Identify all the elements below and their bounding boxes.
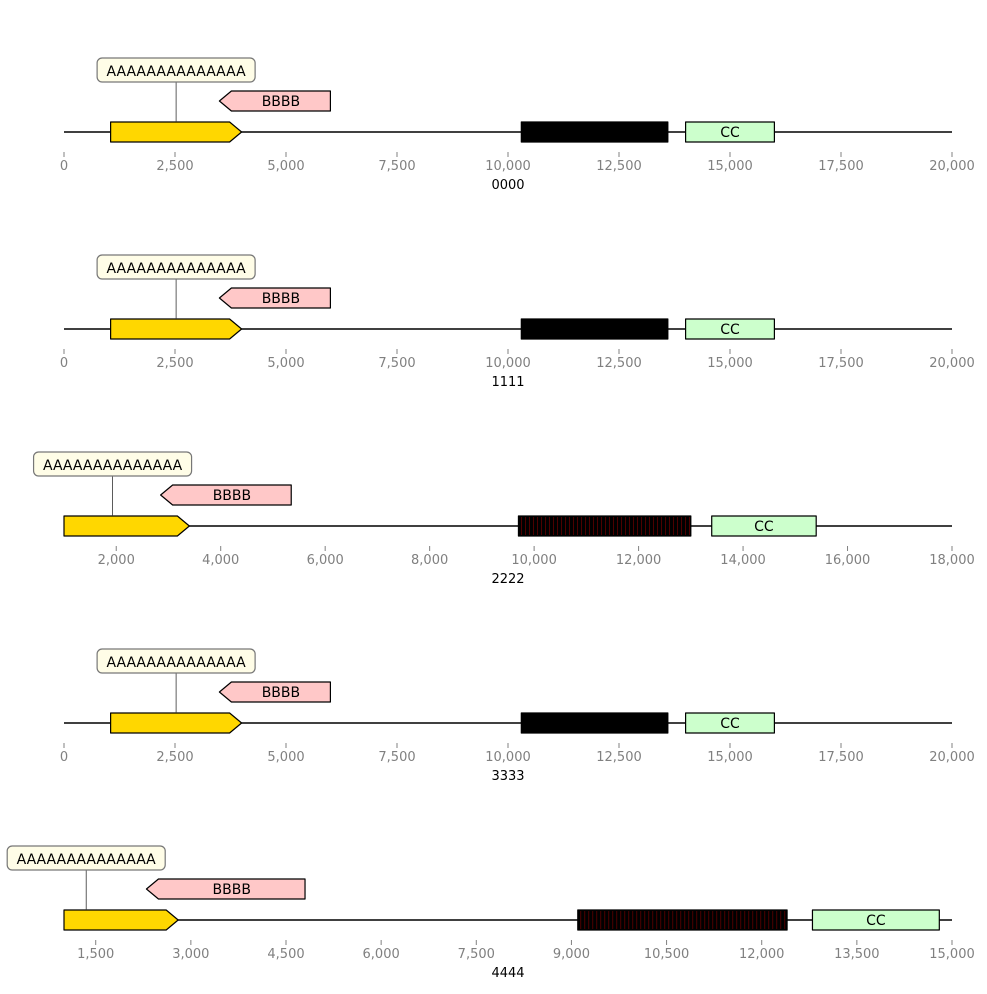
axis-tick-label: 14,000 xyxy=(720,553,766,568)
axis-tick-label: 4,500 xyxy=(267,947,304,962)
axis-tick-label: 3,000 xyxy=(172,947,209,962)
annotation-label: AAAAAAAAAAAAAA xyxy=(107,261,247,277)
axis-tick-label: 12,500 xyxy=(596,356,642,371)
axis-tick-label: 20,000 xyxy=(929,356,975,371)
feature-label: CC xyxy=(720,716,740,732)
axis-tick-label: 6,000 xyxy=(363,947,400,962)
feature-bbbb xyxy=(145,878,306,900)
annotation-label: AAAAAAAAAAAAAA xyxy=(43,458,183,474)
axis-tick-label: 0 xyxy=(60,356,68,371)
axis-tick-label: 10,000 xyxy=(485,356,531,371)
annotation-box xyxy=(96,254,256,280)
axis-tick-label: 7,500 xyxy=(378,356,415,371)
axis-tick-label: 2,500 xyxy=(156,159,193,174)
axis-tick-label: 17,500 xyxy=(818,159,864,174)
axis-tick-label: 12,500 xyxy=(596,159,642,174)
annotation-label: AAAAAAAAAAAAAA xyxy=(107,64,247,80)
axis-tick-label: 15,000 xyxy=(707,356,753,371)
annotation-box xyxy=(32,451,193,477)
feature-label: CC xyxy=(754,519,774,535)
feature-label: CC xyxy=(866,913,886,929)
track-3: 0 2,500 5,000 7,500 10,000 12,500 15,000 17,500… xyxy=(60,648,975,784)
track-title: 2222 xyxy=(491,572,524,587)
dense-feature-block xyxy=(520,121,669,143)
axis-tick-label: 7,500 xyxy=(378,750,415,765)
axis-tick-label: 17,500 xyxy=(818,356,864,371)
feature-cc xyxy=(685,712,775,734)
axis-tick-label: 15,000 xyxy=(707,159,753,174)
feature-arrow xyxy=(110,121,243,143)
axis-tick-label: 17,500 xyxy=(818,750,864,765)
axis-tick-label: 2,500 xyxy=(156,356,193,371)
feature-bbbb xyxy=(218,681,331,703)
dense-feature-block xyxy=(520,318,669,340)
axis-tick-label: 6,000 xyxy=(307,553,344,568)
axis-tick-label: 0 xyxy=(60,159,68,174)
annotation-box xyxy=(96,648,256,674)
annotation-label: AAAAAAAAAAAAAA xyxy=(17,852,157,868)
feature-arrow xyxy=(110,318,243,340)
axis-tick-label: 2,000 xyxy=(98,553,135,568)
axis-tick-label: 10,500 xyxy=(644,947,690,962)
track-title: 1111 xyxy=(491,375,524,390)
axis-tick-label: 16,000 xyxy=(825,553,871,568)
annotation-label: AAAAAAAAAAAAAA xyxy=(107,655,247,671)
axis-tick-label: 0 xyxy=(60,750,68,765)
axis-tick-label: 5,000 xyxy=(267,750,304,765)
axis-tick-label: 20,000 xyxy=(929,159,975,174)
axis-tick-label: 12,000 xyxy=(616,553,662,568)
track-2: 2,000 4,000 6,000 8,000 10,000 12,000 14,000 16… xyxy=(32,451,975,587)
axis-tick-label: 5,000 xyxy=(267,159,304,174)
feature-arrow xyxy=(63,909,179,931)
axis-tick-label: 15,000 xyxy=(929,947,975,962)
axis-tick-label: 13,500 xyxy=(834,947,880,962)
track-4: 1,500 3,000 4,500 6,000 7,500 9,000 10,500 12,0… xyxy=(6,845,975,981)
dense-feature-block xyxy=(520,712,669,734)
feature-label: CC xyxy=(720,322,740,338)
track-title: 4444 xyxy=(491,966,524,981)
axis-tick-label: 15,000 xyxy=(707,750,753,765)
feature-arrow xyxy=(110,712,243,734)
axis-tick-label: 10,000 xyxy=(511,553,557,568)
feature-bbbb xyxy=(218,287,331,309)
feature-arrow xyxy=(63,515,190,537)
dense-feature-block xyxy=(517,515,692,537)
axis-tick-label: 8,000 xyxy=(411,553,448,568)
feature-label: BBBB xyxy=(213,488,251,504)
axis-tick-label: 12,000 xyxy=(739,947,785,962)
feature-cc xyxy=(711,515,817,537)
track-title: 0000 xyxy=(491,178,524,193)
axis-tick-label: 4,000 xyxy=(202,553,239,568)
axis-tick-label: 1,500 xyxy=(77,947,114,962)
feature-cc xyxy=(811,909,940,931)
axis-tick-label: 7,500 xyxy=(378,159,415,174)
feature-cc xyxy=(685,121,775,143)
feature-bbbb xyxy=(160,484,292,506)
axis-tick-label: 18,000 xyxy=(929,553,975,568)
track-title: 3333 xyxy=(491,769,524,784)
axis-tick-label: 5,000 xyxy=(267,356,304,371)
feature-label: CC xyxy=(720,125,740,141)
annotation-box xyxy=(96,57,256,83)
track-0: 0 2,500 5,000 7,500 10,000 12,500 15,000 17,500… xyxy=(60,57,975,193)
axis-tick-label: 10,000 xyxy=(485,159,531,174)
feature-cc xyxy=(685,318,775,340)
axis-tick-label: 2,500 xyxy=(156,750,193,765)
feature-label: BBBB xyxy=(262,685,300,701)
dense-feature-block xyxy=(577,909,788,931)
axis-tick-label: 10,000 xyxy=(485,750,531,765)
axis-tick-label: 12,500 xyxy=(596,750,642,765)
axis-tick-label: 20,000 xyxy=(929,750,975,765)
feature-label: BBBB xyxy=(262,94,300,110)
annotation-box xyxy=(6,845,166,871)
feature-bbbb xyxy=(218,90,331,112)
track-1: 0 2,500 5,000 7,500 10,000 12,500 15,000 17,500… xyxy=(60,254,975,390)
feature-label: BBBB xyxy=(213,882,251,898)
axis-tick-label: 7,500 xyxy=(458,947,495,962)
feature-label: BBBB xyxy=(262,291,300,307)
axis-tick-label: 9,000 xyxy=(553,947,590,962)
